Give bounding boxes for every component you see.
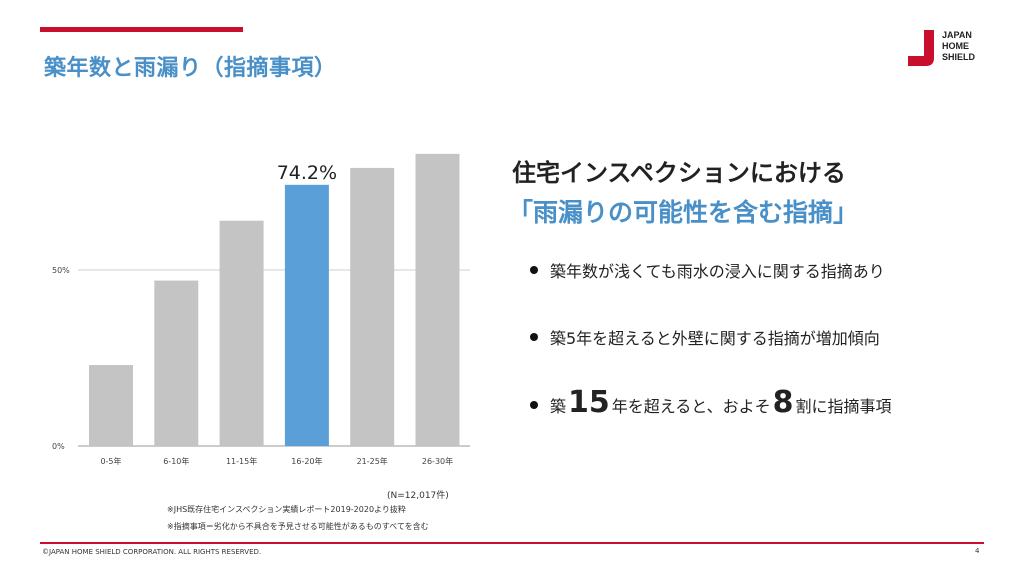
chart-definition-note: ※指摘事項＝劣化から不具合を予見させる可能性があるものすべてを含む: [167, 522, 429, 531]
x-tick-label: 26-30年: [422, 456, 453, 466]
logo-j-mark-icon: [908, 30, 934, 66]
bullet-dot-icon: [530, 333, 538, 341]
bullet-item-1: 築年数が浅くても雨水の浸入に関する指摘あり: [530, 258, 885, 282]
logo-line-2: HOME: [942, 41, 969, 51]
page-number: 4: [975, 547, 980, 555]
x-tick-label: 16-20年: [291, 456, 322, 466]
chart-sample-size: (N=12,017件): [387, 491, 449, 501]
footer-copyright: ©JAPAN HOME SHIELD CORPORATION. ALL RIGH…: [42, 548, 262, 556]
logo-line-1: JAPAN: [942, 30, 972, 40]
company-logo: JAPAN HOME SHIELD: [906, 28, 984, 68]
bar-highlighted: [284, 184, 329, 447]
bar-data-label: 74.2%: [277, 162, 337, 184]
bar: [219, 220, 264, 446]
bullet-text-3c: 割に指摘事項: [795, 397, 892, 416]
bullet-item-3: 築 15 年を超えると、およそ 8 割に指摘事項: [530, 385, 892, 420]
y-tick-label: 50%: [52, 266, 70, 275]
bullet-text-2: 築5年を超えると外壁に関する指摘が増加傾向: [550, 329, 880, 348]
chart-source-note: ※JHS既存住宅インスペクション実績レポート2019-2020より抜粋: [167, 505, 406, 514]
panel-heading: 住宅インスペクションにおける: [512, 159, 846, 187]
bullet-text-3b: 年を超えると、およそ: [611, 397, 771, 416]
x-tick-label: 21-25年: [357, 456, 388, 466]
x-tick-label: 6-10年: [163, 456, 189, 466]
bullet-number-8: 8: [772, 385, 794, 420]
bullet-dot-icon: [530, 266, 538, 274]
title-accent-bar: [40, 27, 243, 32]
bar-chart: 0% 50% 0-5年 6-10年 11-15年 16-20年 74.2% 21-25年 26-…: [52, 153, 470, 466]
bullet-dot-icon: [530, 401, 538, 409]
x-tick-label: 11-15年: [226, 456, 257, 466]
logo-wordmark: JAPAN HOME SHIELD: [942, 30, 975, 63]
bullet-item-2: 築5年を超えると外壁に関する指摘が増加傾向: [530, 325, 880, 349]
slide-title: 築年数と雨漏り（指摘事項）: [44, 56, 337, 81]
bar: [415, 153, 460, 446]
bar: [350, 167, 395, 447]
x-tick-label: 0-5年: [100, 456, 121, 466]
bar: [89, 365, 133, 446]
panel-subheading: 「雨漏りの可能性を含む指摘」: [508, 198, 859, 227]
y-tick-label: 0%: [52, 442, 65, 451]
bullet-text-1: 築年数が浅くても雨水の浸入に関する指摘あり: [550, 262, 885, 281]
logo-line-3: SHIELD: [942, 52, 976, 62]
bar: [154, 280, 199, 446]
footer-rule: [40, 542, 984, 544]
bullet-text-3a: 築: [550, 397, 567, 416]
bullet-number-15: 15: [568, 385, 610, 420]
